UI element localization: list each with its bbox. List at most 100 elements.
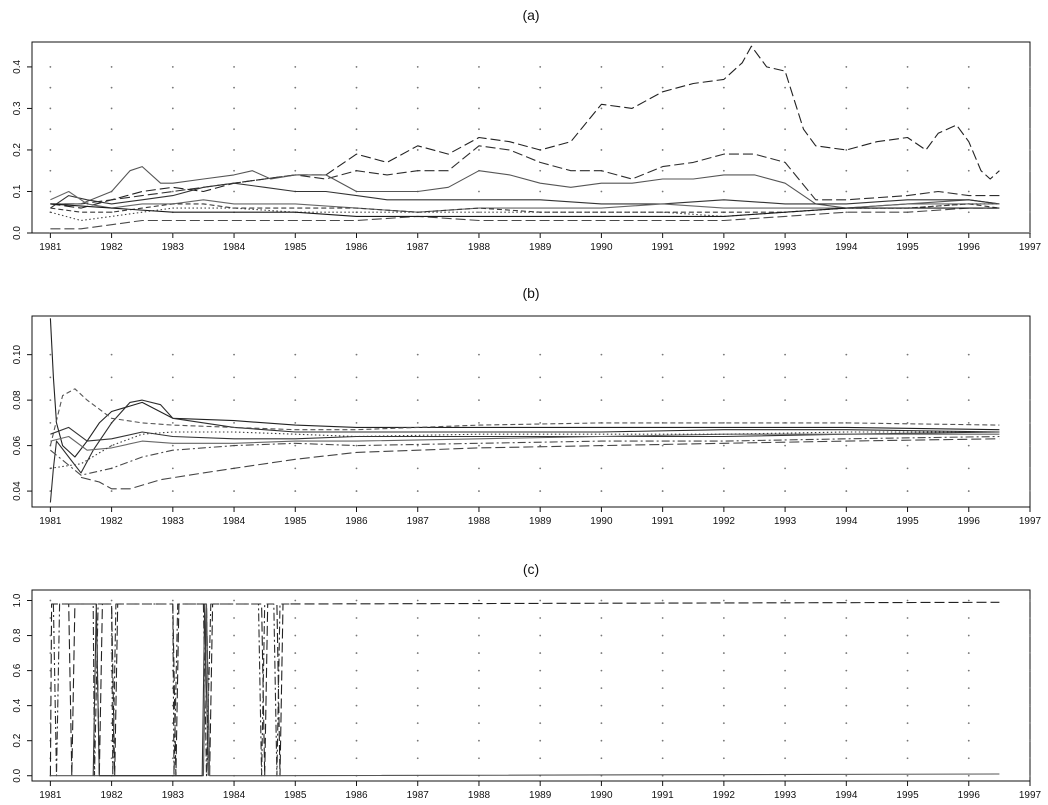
grid-dot (233, 421, 235, 424)
grid-dot (49, 634, 52, 637)
series-line-2 (52, 603, 296, 777)
plot-frame (31, 315, 1031, 508)
grid-dot (539, 353, 542, 356)
grid-dot (539, 107, 542, 110)
grid-dot (906, 687, 909, 690)
grid-dot (478, 66, 480, 68)
series-group (49, 601, 1000, 777)
x-tick-label: 1995 (896, 790, 919, 801)
x-tick-label: 1986 (345, 516, 368, 527)
x-tick-label: 1984 (223, 242, 246, 253)
grid-dot (355, 421, 358, 424)
grid-dot (906, 149, 909, 151)
grid-dot (110, 399, 113, 402)
grid-dot (722, 421, 725, 424)
x-tick-label: 1995 (896, 516, 919, 527)
grid-dot (478, 652, 480, 654)
grid-dot (600, 467, 603, 470)
grid-dot (1029, 399, 1031, 402)
x-tick-label: 1992 (713, 516, 736, 527)
grid-dot (110, 86, 113, 89)
grid-dot (539, 421, 542, 424)
grid-dot (906, 353, 909, 356)
grid-dot (906, 757, 909, 760)
grid-dot (906, 739, 909, 742)
y-tick-label: 0.08 (12, 390, 23, 410)
x-tick-label: 1982 (100, 242, 123, 253)
grid-dot (294, 86, 297, 89)
grid-dot (845, 634, 848, 637)
x-tick-label: 1990 (590, 516, 613, 527)
grid-dot (478, 128, 480, 131)
grid-dot (49, 376, 52, 379)
x-tick-label: 1985 (284, 516, 307, 527)
grid-dot (355, 86, 358, 89)
grid-dot (355, 722, 358, 725)
grid-dot (233, 599, 235, 602)
grid-dot (171, 421, 174, 424)
grid-dot (478, 421, 480, 424)
grid-dot (722, 490, 725, 492)
grid-dot (784, 376, 786, 379)
grid-dot (600, 149, 603, 151)
grid-dot (600, 376, 603, 379)
grid-dot (661, 444, 664, 447)
grid-dot (355, 617, 358, 619)
grid-dot (661, 376, 664, 379)
grid-dot (600, 490, 603, 492)
x-tick-label: 1981 (39, 242, 62, 253)
x-tick-label: 1988 (468, 516, 491, 527)
x-tick-label: 1986 (345, 790, 368, 801)
grid-dot (600, 634, 603, 637)
grid-dot (1029, 149, 1031, 151)
grid-dot (784, 722, 786, 725)
grid-dot (845, 149, 848, 151)
grid-dot (784, 704, 786, 707)
grid-dot (294, 444, 297, 447)
grid-dot (416, 128, 419, 131)
grid-dot (416, 444, 419, 447)
grid-dot (478, 353, 480, 356)
grid-dot (967, 774, 970, 777)
x-tick-label: 1997 (1019, 790, 1042, 801)
grid-dot (906, 634, 909, 637)
grid-dot (171, 399, 174, 402)
grid-dot (967, 421, 970, 424)
grid-dot (478, 634, 480, 637)
grid-dot (722, 169, 725, 172)
grid-dot (539, 399, 542, 402)
x-tick-label: 1981 (39, 790, 62, 801)
x-tick-label: 1983 (162, 242, 185, 253)
grid-dot (967, 376, 970, 379)
grid-dot (906, 107, 909, 110)
grid-dot (967, 757, 970, 760)
grid-dot (171, 757, 174, 760)
x-tick-label: 1987 (407, 790, 430, 801)
series-line-4 (92, 603, 209, 777)
grid-dot (1029, 211, 1031, 214)
grid-dot (661, 107, 664, 110)
grid-dot (661, 704, 664, 707)
grid-dot (661, 722, 664, 725)
grid-dot (906, 669, 909, 672)
grid-dot (722, 704, 725, 707)
series-line-8 (50, 207, 1000, 230)
grid-dot (906, 722, 909, 725)
y-tick-label: 1.0 (12, 593, 23, 607)
grid-dot (478, 687, 480, 690)
grid-dot (49, 190, 52, 193)
grid-dot (600, 86, 603, 89)
grid-dot (416, 757, 419, 760)
grid-dot (233, 490, 235, 492)
grid-dot (539, 467, 542, 470)
grid-dot (967, 66, 970, 68)
grid-dot (906, 467, 909, 470)
grid-dot (294, 739, 297, 742)
grid-dot (171, 190, 174, 193)
y-tick-label: 0.1 (12, 184, 23, 198)
x-tick-label: 1991 (652, 242, 675, 253)
grid-dot (600, 757, 603, 760)
grid-dot (661, 86, 664, 89)
grid-dot (661, 599, 664, 602)
